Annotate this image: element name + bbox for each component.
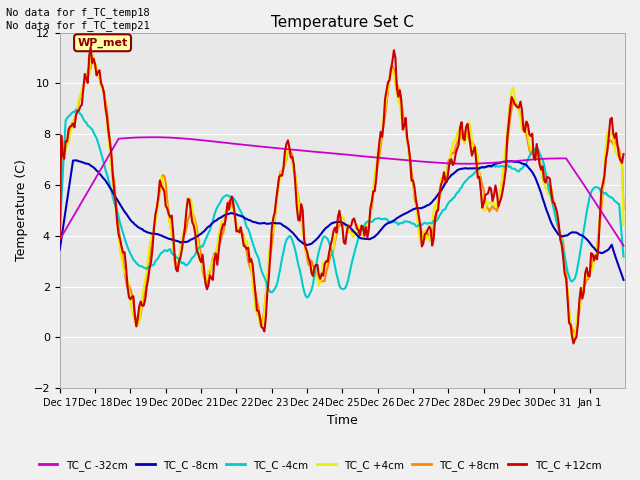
Text: WP_met: WP_met — [77, 37, 128, 48]
Legend: TC_C -32cm, TC_C -8cm, TC_C -4cm, TC_C +4cm, TC_C +8cm, TC_C +12cm: TC_C -32cm, TC_C -8cm, TC_C -4cm, TC_C +… — [35, 456, 605, 475]
Text: No data for f_TC_temp18
No data for f_TC_temp21: No data for f_TC_temp18 No data for f_TC… — [6, 7, 150, 31]
X-axis label: Time: Time — [327, 414, 358, 427]
Y-axis label: Temperature (C): Temperature (C) — [15, 159, 28, 262]
Title: Temperature Set C: Temperature Set C — [271, 15, 414, 30]
